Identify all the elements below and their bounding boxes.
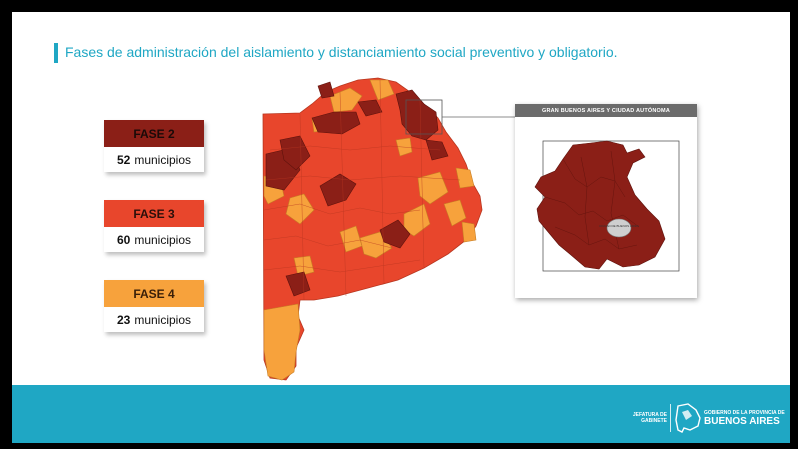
inset-panel: GRAN BUENOS AIRES Y CIUDAD AUTÓNOMA CIUD…	[515, 104, 697, 298]
legend-phase-4-unit: municipios	[134, 312, 192, 327]
logo-divider	[670, 404, 671, 432]
legend-phase-4: FASE 4 23 municipios	[104, 280, 204, 332]
legend-phase-4-count: 23 municipios	[104, 307, 204, 332]
legend-phase-2-number: 52	[116, 152, 131, 167]
footer-bar	[12, 385, 790, 443]
legend-phase-3: FASE 3 60 municipios	[104, 200, 204, 252]
province-shape	[262, 77, 483, 381]
legend-phase-2-label: FASE 2	[104, 120, 204, 147]
gobierno-logo-small: GOBIERNO DE LA PROVINCIA DE	[704, 410, 785, 416]
legend-phase-3-label: FASE 3	[104, 200, 204, 227]
legend-phase-3-number: 60	[116, 232, 131, 247]
inset-title: GRAN BUENOS AIRES Y CIUDAD AUTÓNOMA	[515, 104, 697, 117]
legend-phase-4-label: FASE 4	[104, 280, 204, 307]
inset-map: CIUDAD DE BUENOS AIRES	[534, 140, 680, 272]
legend-phase-4-number: 23	[116, 312, 131, 327]
slide-title: Fases de administración del aislamiento …	[65, 44, 618, 60]
province-map-icon	[675, 403, 701, 433]
gobierno-logo-big: BUENOS AIRES	[704, 416, 780, 427]
legend-phase-3-unit: municipios	[134, 232, 192, 247]
jefatura-logo: JEFATURA DE GABINETE	[632, 412, 667, 424]
legend-phase-2-count: 52 municipios	[104, 147, 204, 172]
caba-area	[606, 218, 632, 238]
municipal-boundaries	[263, 79, 461, 301]
caba-label: CIUDAD DE BUENOS AIRES	[599, 224, 639, 228]
legend-phase-2: FASE 2 52 municipios	[104, 120, 204, 172]
gba-shape	[534, 140, 666, 270]
legend-phase-3-count: 60 municipios	[104, 227, 204, 252]
legend-phase-2-unit: municipios	[134, 152, 192, 167]
title-accent-bar	[54, 43, 58, 63]
